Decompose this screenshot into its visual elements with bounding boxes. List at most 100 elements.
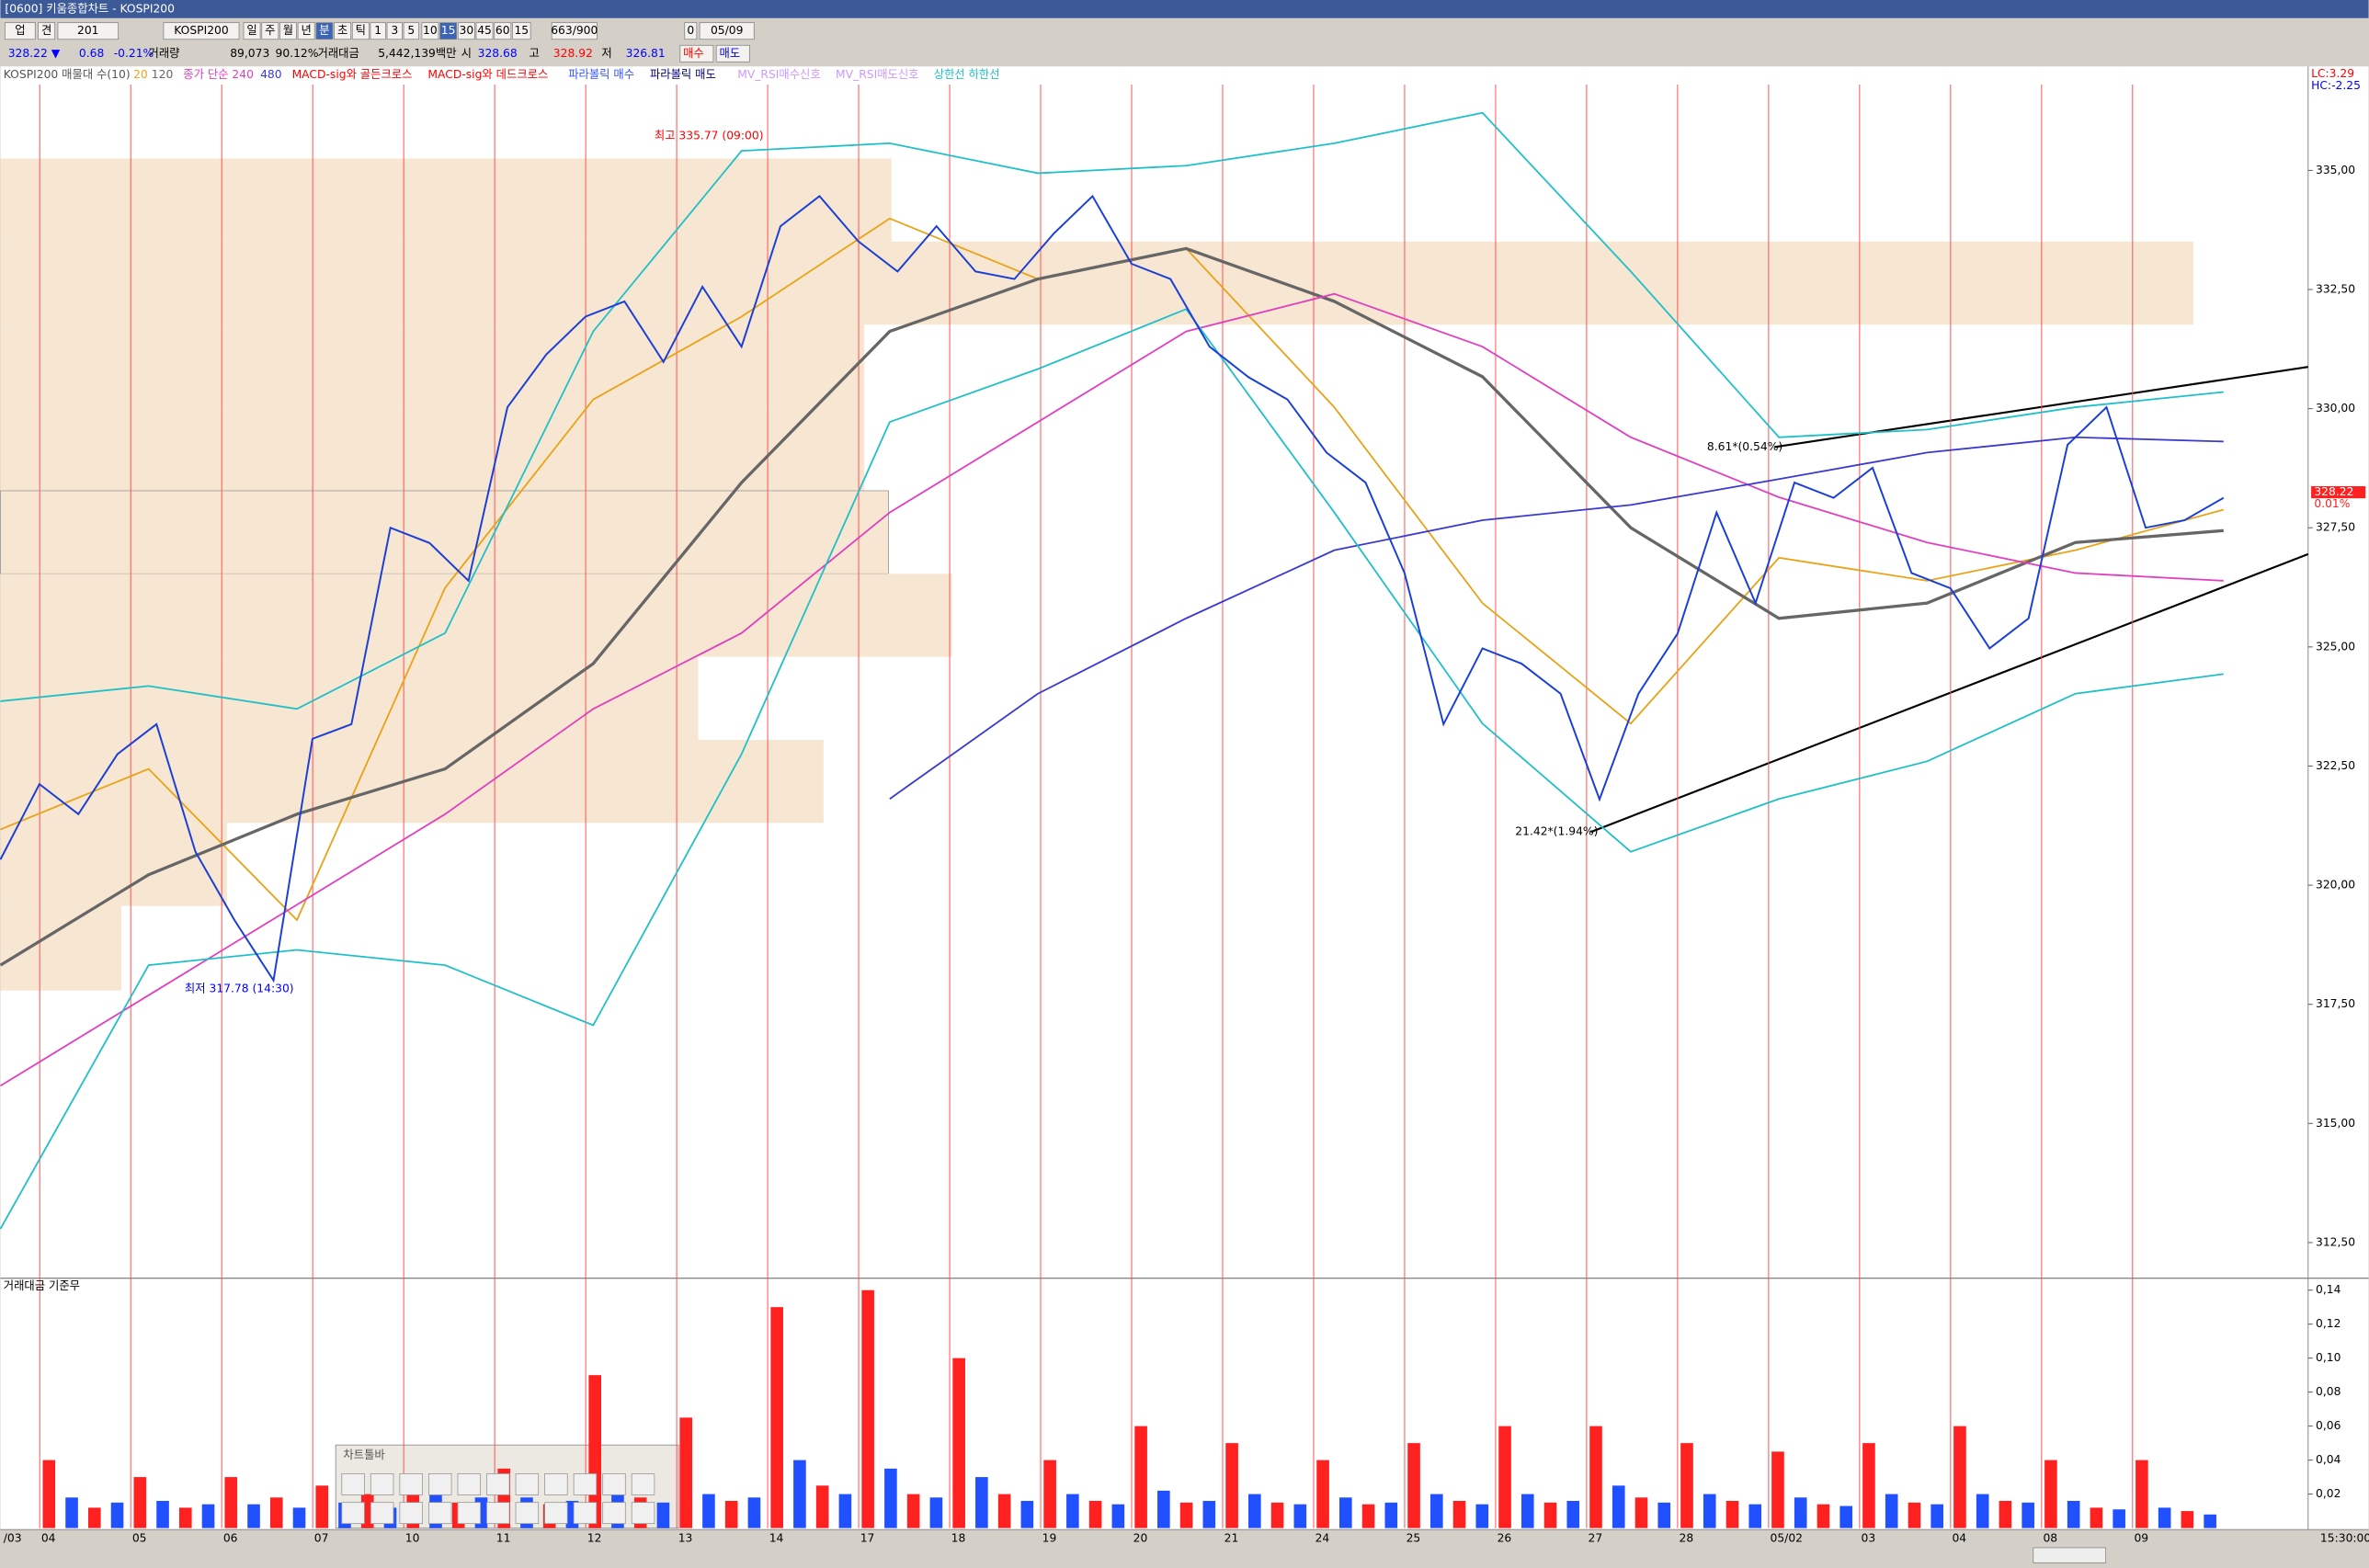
toolbar-label[interactable]: 주 <box>265 24 275 37</box>
toolbar-label[interactable]: 견 <box>41 24 51 37</box>
toolbar-button[interactable] <box>386 22 403 40</box>
legend-item: 종가 단순 240 <box>183 68 254 81</box>
toolbar-label[interactable]: 10 <box>423 24 438 37</box>
toolbar-button[interactable] <box>684 22 698 40</box>
volume-bar <box>87 1507 101 1528</box>
info-text: 328.92 <box>553 47 593 60</box>
toolbar-button[interactable] <box>261 22 279 40</box>
x-tick-label: 28 <box>1680 1532 1694 1545</box>
toolbar-button[interactable] <box>57 22 120 40</box>
toolbar-button[interactable] <box>512 22 531 40</box>
info-text: 90.12% <box>275 47 318 60</box>
profile-box <box>0 740 824 824</box>
toolbar-label[interactable]: 0 <box>687 24 694 37</box>
toolbar-label[interactable]: 업 <box>15 24 25 37</box>
volume-bar <box>2090 1507 2103 1528</box>
tool-icon[interactable] <box>573 1502 598 1525</box>
toolbar-button[interactable] <box>551 22 598 40</box>
volume-bar <box>1066 1494 1079 1528</box>
tool-icon[interactable] <box>602 1502 626 1525</box>
tool-icon[interactable] <box>341 1502 365 1525</box>
toolbar-label[interactable]: 5 <box>407 24 415 37</box>
tool-icon[interactable] <box>486 1502 510 1525</box>
toolbar-label[interactable]: 663/900 <box>551 24 598 37</box>
tool-icon[interactable] <box>631 1502 655 1525</box>
toolbar-button[interactable] <box>243 22 261 40</box>
toolbar-label[interactable]: 30 <box>459 24 473 37</box>
tool-icon[interactable] <box>544 1502 568 1525</box>
toolbar-label[interactable]: 60 <box>495 24 510 37</box>
toolbar-button[interactable] <box>315 22 334 40</box>
toolbar-button[interactable] <box>370 22 386 40</box>
toolbar-label[interactable]: 201 <box>77 24 99 37</box>
tool-icon[interactable] <box>341 1473 365 1495</box>
volume-bar <box>975 1477 988 1528</box>
toolbar-label[interactable]: 15 <box>514 24 529 37</box>
y-tick-label: 0,08 <box>2316 1385 2341 1398</box>
toolbar-button[interactable] <box>494 22 512 40</box>
toolbar-button[interactable] <box>38 22 56 40</box>
toolbar-label[interactable]: 일 <box>246 24 256 37</box>
toolbar-label[interactable]: 3 <box>391 24 398 37</box>
tool-icon[interactable] <box>457 1473 482 1495</box>
volume-bar <box>1612 1485 1625 1528</box>
info-text: 시 <box>461 47 472 60</box>
volume-bar <box>861 1290 874 1528</box>
tool-icon[interactable] <box>573 1473 598 1495</box>
toolbar-label[interactable]: KOSPI200 <box>174 24 229 37</box>
scroll-buttons[interactable] <box>2033 1547 2107 1563</box>
tool-icon[interactable] <box>428 1502 452 1525</box>
volume-bar <box>1338 1497 1352 1528</box>
toolbar-button[interactable] <box>351 22 370 40</box>
tool-icon[interactable] <box>515 1473 540 1495</box>
volume-bar <box>2067 1500 2080 1528</box>
tool-icon[interactable] <box>457 1502 482 1525</box>
info-text[interactable]: 매도 <box>719 47 740 60</box>
volume-bar <box>1134 1426 1147 1528</box>
toolbar-label[interactable]: 틱 <box>356 24 366 37</box>
tool-icon[interactable] <box>602 1473 626 1495</box>
tool-icon[interactable] <box>370 1502 394 1525</box>
tool-icon[interactable] <box>515 1502 540 1525</box>
toolbar-button[interactable] <box>439 22 458 40</box>
toolbar-button[interactable] <box>421 22 439 40</box>
toolbar-label[interactable]: 1 <box>374 24 382 37</box>
info-text[interactable]: 매수 <box>683 47 704 60</box>
tool-icon[interactable] <box>486 1473 510 1495</box>
tool-icon[interactable] <box>399 1502 423 1525</box>
toolbar-label[interactable]: 45 <box>477 24 492 37</box>
toolbar-button[interactable] <box>279 22 297 40</box>
toolbar-button[interactable] <box>297 22 315 40</box>
indicator-line <box>0 292 2224 1087</box>
y-tick-label: 335,00 <box>2316 164 2355 176</box>
tool-icon[interactable] <box>399 1473 423 1495</box>
volume-bar <box>1703 1494 1716 1528</box>
order-button[interactable] <box>679 44 714 62</box>
toolbar-label[interactable]: 년 <box>302 24 312 37</box>
toolbar-button[interactable] <box>163 22 240 40</box>
toolbar-button[interactable] <box>403 22 419 40</box>
toolbar-label[interactable]: 분 <box>319 24 329 37</box>
tool-icon[interactable] <box>544 1473 568 1495</box>
toolbar-button[interactable] <box>457 22 475 40</box>
price-tag: 328.22 <box>2314 485 2353 498</box>
volume-bar <box>1316 1460 1329 1528</box>
toolbar-button[interactable] <box>475 22 494 40</box>
toolbar-label[interactable]: 05/09 <box>711 24 743 37</box>
toolbar-label[interactable]: 15 <box>441 24 456 37</box>
toolbar-button[interactable] <box>5 22 36 40</box>
order-button[interactable] <box>715 44 750 62</box>
toolbar-label[interactable]: 월 <box>283 24 293 37</box>
toolbar-button[interactable] <box>334 22 352 40</box>
toolbar-label[interactable]: 초 <box>337 24 347 37</box>
scrollbar[interactable] <box>0 1546 2369 1564</box>
tool-icon[interactable] <box>631 1473 655 1495</box>
volume-bar <box>2181 1511 2194 1528</box>
volume-bar <box>724 1500 738 1528</box>
tool-icon[interactable] <box>428 1473 452 1495</box>
tool-icon[interactable] <box>370 1473 394 1495</box>
toolbar-button[interactable] <box>699 22 755 40</box>
volume-bar <box>1111 1504 1125 1528</box>
x-tick-label: 05/02 <box>1771 1532 1803 1545</box>
